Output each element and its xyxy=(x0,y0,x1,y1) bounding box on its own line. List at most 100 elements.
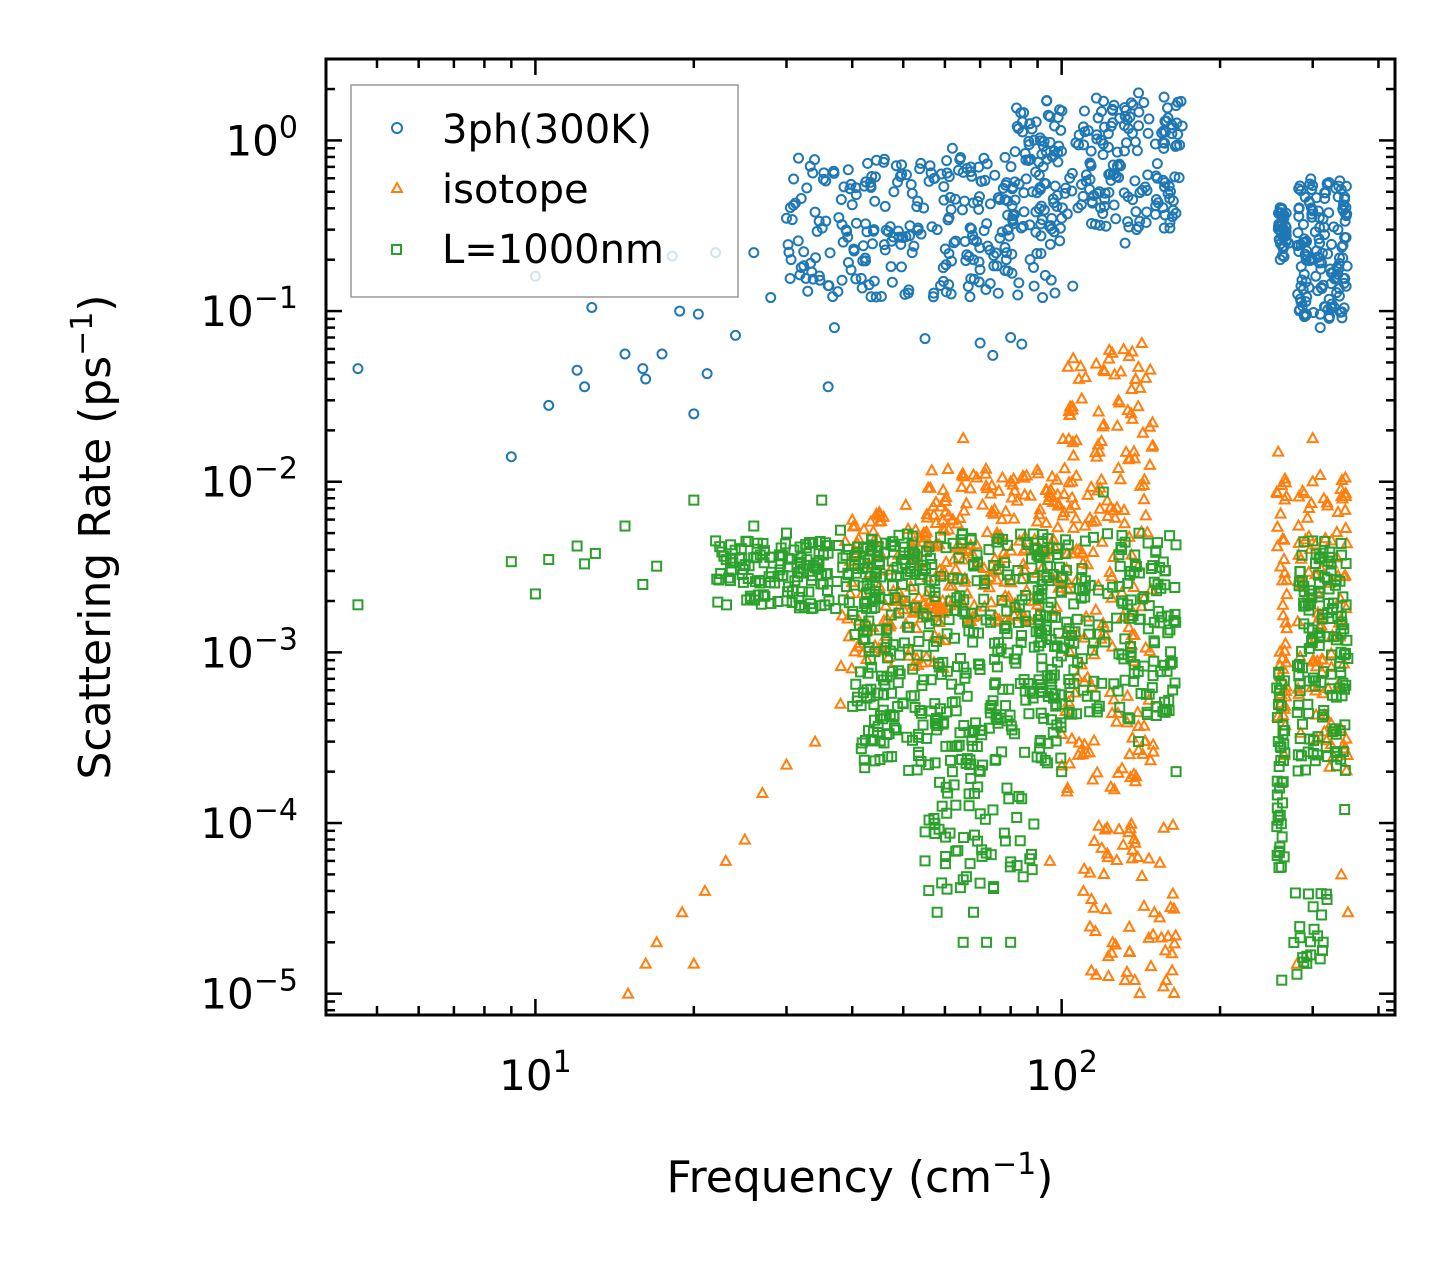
data-point xyxy=(1031,248,1043,260)
data-point xyxy=(998,827,1010,839)
data-point xyxy=(901,528,913,540)
data-point xyxy=(890,724,902,736)
data-point xyxy=(1062,431,1076,444)
data-point xyxy=(1273,506,1288,519)
data-point xyxy=(879,244,891,256)
data-point xyxy=(895,261,907,273)
data-point xyxy=(974,663,986,675)
data-point xyxy=(1104,168,1116,180)
data-point xyxy=(1166,211,1178,223)
data-point xyxy=(1334,306,1346,318)
data-point xyxy=(1299,600,1311,612)
data-point xyxy=(1340,536,1354,549)
data-point xyxy=(874,754,886,766)
data-point xyxy=(884,709,896,721)
data-point xyxy=(1270,519,1285,532)
data-point xyxy=(749,594,761,606)
data-point xyxy=(1111,460,1126,473)
data-point xyxy=(1164,222,1176,234)
data-point xyxy=(1159,973,1173,986)
data-point xyxy=(1146,682,1158,694)
data-point xyxy=(1309,680,1321,692)
data-point xyxy=(1276,608,1290,621)
data-point xyxy=(1108,510,1122,523)
data-point xyxy=(942,578,956,591)
data-point xyxy=(947,552,961,565)
data-point xyxy=(1294,180,1306,192)
data-point xyxy=(1315,263,1327,275)
data-point xyxy=(1073,139,1085,151)
data-point xyxy=(921,732,933,744)
data-point xyxy=(1304,197,1316,209)
data-point xyxy=(1019,685,1031,697)
data-point xyxy=(858,557,870,569)
data-point xyxy=(1102,351,1116,364)
data-point xyxy=(1086,217,1098,229)
data-point xyxy=(1324,311,1336,323)
data-point xyxy=(687,956,701,969)
data-point xyxy=(911,201,923,213)
data-point xyxy=(1328,631,1340,643)
data-point xyxy=(973,256,985,268)
data-point xyxy=(1086,772,1100,785)
data-point xyxy=(1053,561,1065,573)
data-point xyxy=(1019,148,1031,160)
data-point xyxy=(893,231,905,243)
data-point xyxy=(1130,561,1142,573)
data-point xyxy=(880,624,892,636)
data-point xyxy=(1146,737,1160,750)
data-point xyxy=(893,607,905,619)
data-point xyxy=(1276,202,1288,214)
data-point xyxy=(973,161,985,173)
data-point xyxy=(835,194,847,206)
data-point xyxy=(878,689,890,701)
data-point xyxy=(1273,644,1287,657)
data-point xyxy=(1306,431,1320,444)
data-point xyxy=(1016,793,1028,805)
data-point xyxy=(1051,520,1065,533)
data-point xyxy=(1078,370,1093,383)
data-point xyxy=(1167,204,1179,216)
data-point xyxy=(1051,548,1063,560)
data-point xyxy=(1163,704,1175,716)
data-point xyxy=(1063,501,1078,514)
data-point xyxy=(1330,525,1344,538)
data-point xyxy=(981,936,993,948)
data-point xyxy=(1128,972,1142,985)
data-point xyxy=(1111,765,1125,778)
data-point xyxy=(1160,115,1172,127)
data-point xyxy=(1165,963,1179,976)
data-point xyxy=(1116,342,1131,355)
data-point xyxy=(936,877,948,889)
data-point xyxy=(1338,502,1352,515)
data-point xyxy=(1089,356,1103,369)
data-point xyxy=(1128,667,1140,679)
data-point xyxy=(1056,212,1068,224)
data-point xyxy=(957,936,969,948)
data-point xyxy=(1291,518,1306,531)
data-point xyxy=(822,381,834,393)
data-point xyxy=(1143,600,1155,612)
data-point xyxy=(803,586,815,598)
data-point xyxy=(948,237,960,249)
data-point xyxy=(978,152,990,164)
data-point xyxy=(1283,237,1295,249)
data-point xyxy=(1317,724,1332,737)
data-point xyxy=(1314,552,1326,564)
data-point xyxy=(1335,537,1347,549)
data-point xyxy=(1170,616,1182,628)
data-point xyxy=(1150,545,1162,557)
data-point xyxy=(1034,619,1046,631)
data-point xyxy=(940,740,952,752)
data-point xyxy=(960,667,972,679)
data-point xyxy=(1149,637,1161,649)
data-point xyxy=(1339,804,1351,816)
data-point xyxy=(878,156,890,168)
data-point xyxy=(1099,636,1111,648)
data-point xyxy=(1152,578,1164,590)
data-point xyxy=(865,180,877,192)
data-point xyxy=(774,564,786,576)
data-point xyxy=(1341,260,1353,272)
data-point xyxy=(1035,200,1047,212)
data-point xyxy=(1097,149,1109,161)
